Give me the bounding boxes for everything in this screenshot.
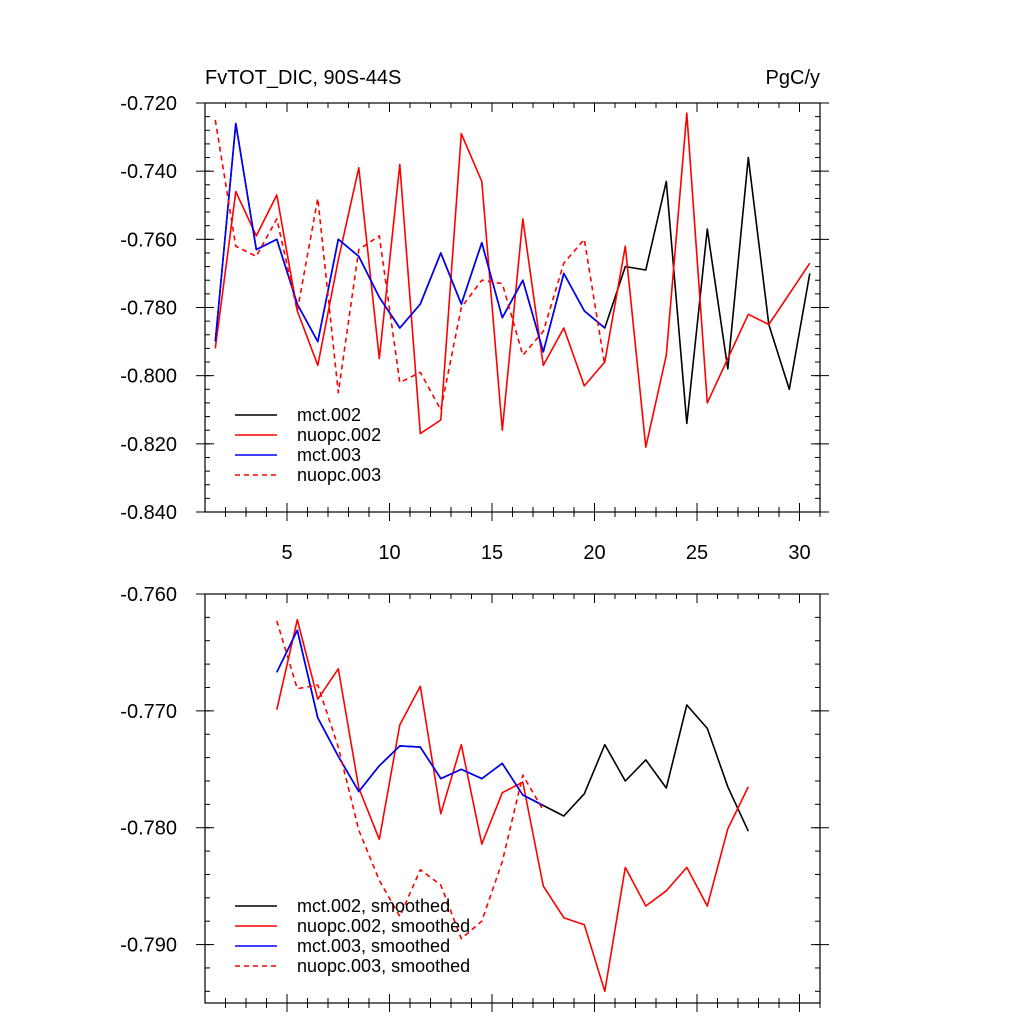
series-line-mct-002-smoothed <box>276 629 750 832</box>
series-line-mct-003 <box>214 122 606 353</box>
legend-label: mct.002 <box>297 405 361 425</box>
legend-label: nuopc.002 <box>297 425 381 445</box>
legend-label: nuopc.002, smoothed <box>297 916 470 936</box>
y-tick-label: -0.770 <box>120 701 177 723</box>
top-title-left: FvTOT_DIC, 90S-44S <box>205 67 401 89</box>
legend-label: nuopc.003 <box>297 465 381 485</box>
y-tick-label: -0.780 <box>120 298 177 320</box>
y-tick-label: -0.780 <box>120 818 177 840</box>
y-tick-label: -0.760 <box>120 229 177 251</box>
x-tick-label: 25 <box>686 542 708 564</box>
y-tick-label: -0.820 <box>120 434 177 456</box>
y-tick-label: -0.720 <box>120 93 177 115</box>
x-tick-label: 10 <box>378 542 400 564</box>
legend-label: nuopc.003, smoothed <box>297 956 470 976</box>
series-line-mct-003-smoothed <box>276 629 544 807</box>
x-tick-label: 15 <box>481 542 503 564</box>
y-tick-label: -0.800 <box>120 366 177 388</box>
legend-label: mct.002, smoothed <box>297 896 450 916</box>
legend-label: mct.003 <box>297 445 361 465</box>
top-axis-ticks: -0.720 -0.740 -0.760 -0.780 -0.800 -0.820 -0.8… <box>120 93 829 564</box>
top-panel: FvTOT_DIC, 90S-44S PgC/y -0.720-0.740-0.… <box>120 67 829 564</box>
series-line-nuopc-003-smoothed <box>276 620 544 940</box>
top-title-right: PgC/y <box>766 67 820 89</box>
series-line-nuopc-002 <box>214 112 811 449</box>
bottom-series-lines <box>276 618 750 993</box>
x-tick-label: 5 <box>281 542 292 564</box>
top-series-lines <box>214 112 811 449</box>
x-tick-label: 30 <box>788 542 810 564</box>
bottom-panel: -0.760 -0.770 -0.780 -0.790 mct.002, smooth… <box>120 584 829 1012</box>
y-tick-label: -0.740 <box>120 161 177 183</box>
bottom-axis-ticks: -0.760 -0.770 -0.780 -0.790 <box>120 584 829 1012</box>
x-tick-label: 20 <box>583 542 605 564</box>
legend-label: mct.003, smoothed <box>297 936 450 956</box>
series-line-nuopc-003 <box>214 119 606 411</box>
series-line-nuopc-002-smoothed <box>276 618 750 993</box>
y-tick-label: -0.790 <box>120 935 177 957</box>
y-tick-label: -0.760 <box>120 584 177 606</box>
y-tick-label: -0.840 <box>120 502 177 524</box>
